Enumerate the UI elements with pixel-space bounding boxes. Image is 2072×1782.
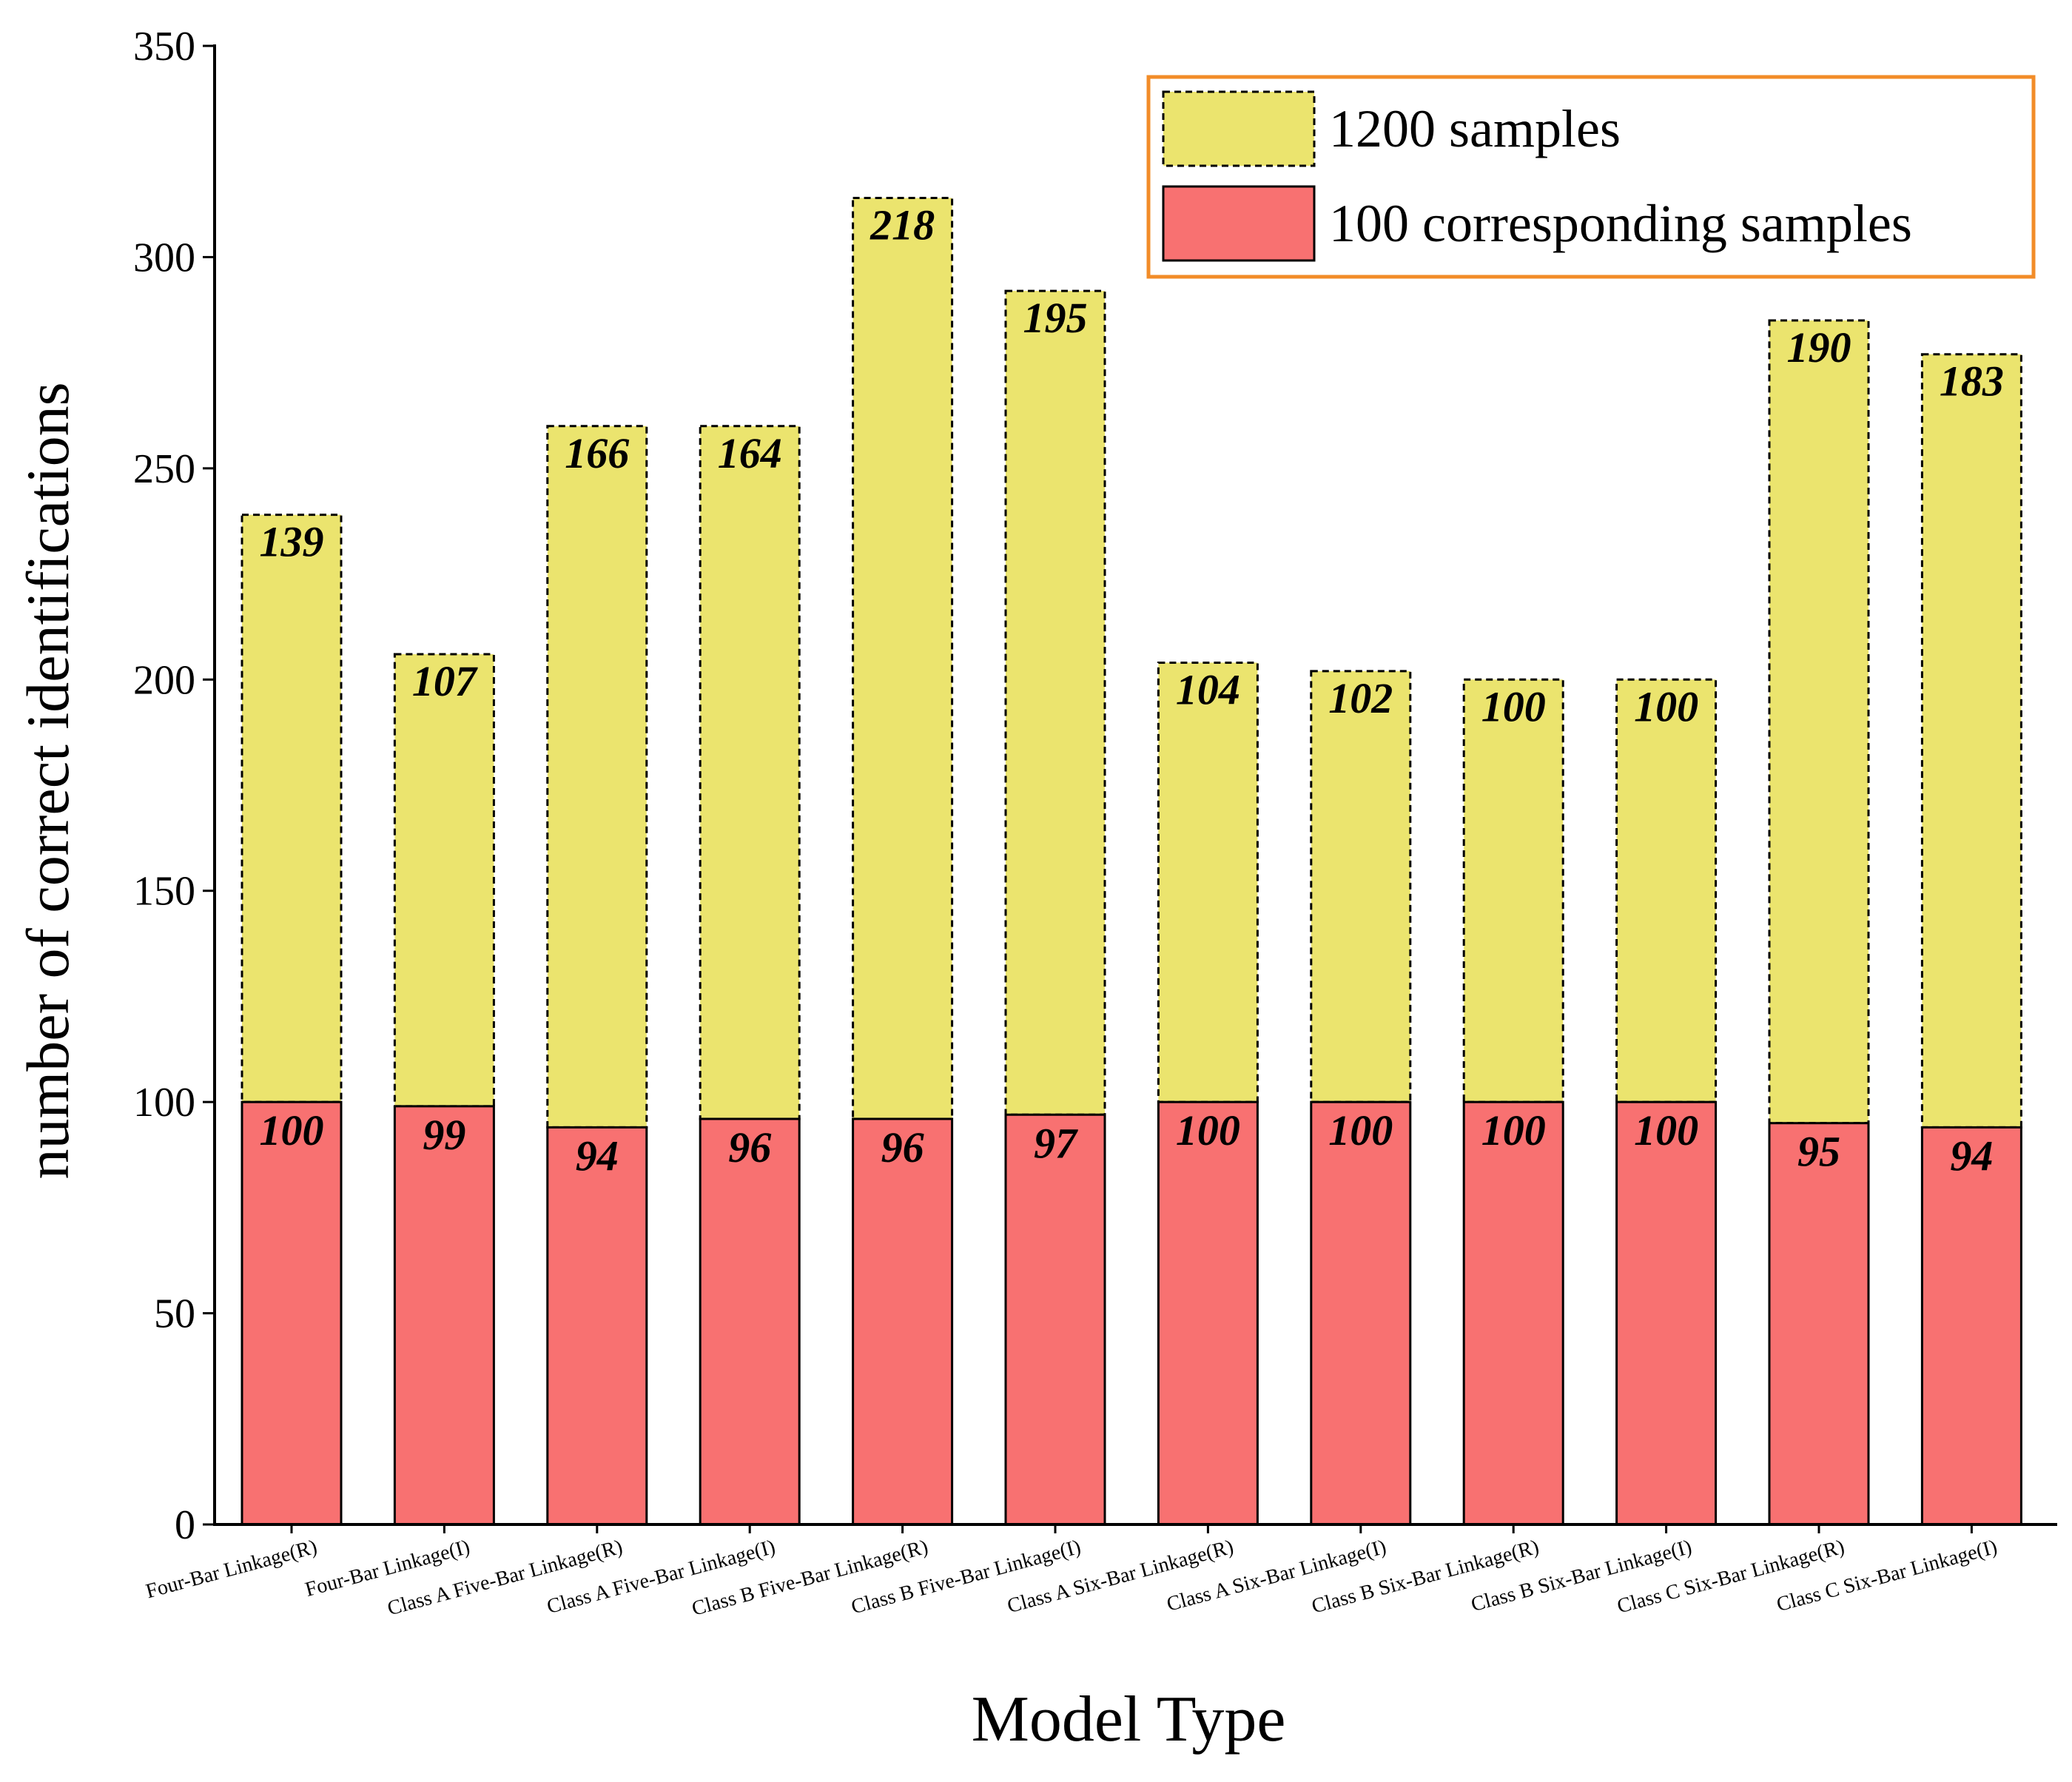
legend-swatch-1200-samples	[1162, 90, 1316, 167]
bar-100-corresponding-samples	[1462, 1100, 1564, 1526]
x-axis-title: Model Type	[972, 1684, 1286, 1755]
bar-1200-samples	[1157, 661, 1259, 1103]
bar-value-label-100: 100	[1328, 1106, 1393, 1154]
bar-100-corresponding-samples	[1768, 1122, 1870, 1526]
bar-value-label-100: 99	[423, 1111, 465, 1159]
bar-value-label-100: 100	[260, 1106, 324, 1154]
bar-value-label-100: 95	[1797, 1128, 1840, 1176]
bar-1200-samples	[1615, 678, 1718, 1103]
bar-1200-samples	[699, 425, 801, 1120]
bar-value-label-1200: 166	[565, 429, 629, 477]
axes-layer: 0 50 100 150 200 250 300 350	[133, 24, 2057, 1548]
bar-100-corresponding-samples	[1310, 1100, 1412, 1526]
y-tick-label: 200	[133, 657, 195, 703]
bars-layer	[240, 197, 2022, 1526]
bar-value-label-1200: 218	[870, 201, 935, 249]
bar-value-label-100: 100	[1634, 1106, 1698, 1154]
bar-100-corresponding-samples	[1157, 1100, 1259, 1526]
bar-value-label-1200: 104	[1176, 665, 1240, 713]
bar-1200-samples	[1462, 678, 1564, 1103]
bar-100-corresponding-samples	[852, 1117, 954, 1526]
bar-value-label-1200: 107	[412, 657, 478, 705]
bar-100-corresponding-samples	[1004, 1113, 1106, 1526]
bar-1200-samples	[546, 425, 648, 1129]
bar-value-label-100: 97	[1034, 1119, 1078, 1167]
legend-swatch-100-corresponding-samples	[1162, 185, 1316, 262]
bar-value-label-1200: 100	[1481, 682, 1546, 730]
bar-1200-samples	[1768, 319, 1870, 1125]
y-tick-label: 100	[133, 1080, 195, 1126]
bar-value-label-100: 100	[1481, 1106, 1546, 1154]
bar-100-corresponding-samples	[546, 1126, 648, 1526]
bar-100-corresponding-samples	[393, 1105, 495, 1526]
bar-100-corresponding-samples	[1615, 1100, 1718, 1526]
bar-100-corresponding-samples	[1920, 1126, 2022, 1526]
bar-100-corresponding-samples	[240, 1100, 343, 1526]
x-tick-label: Four-Bar Linkage(R)	[144, 1536, 320, 1604]
bar-value-label-1200: 102	[1328, 674, 1393, 722]
y-tick-label: 350	[133, 24, 195, 70]
bar-value-label-1200: 190	[1787, 323, 1851, 371]
bar-value-label-1200: 100	[1634, 682, 1698, 730]
y-axis-title: number of correct identifications	[14, 383, 81, 1180]
bar-1200-samples	[1004, 289, 1106, 1116]
bar-100-corresponding-samples	[699, 1117, 801, 1526]
legend-label: 1200 samples	[1329, 99, 1621, 158]
bar-1200-samples	[852, 197, 954, 1120]
bar-value-label-1200: 195	[1023, 294, 1088, 342]
bar-value-label-1200: 164	[718, 429, 782, 477]
legend-label: 100 corresponding samples	[1329, 194, 1912, 253]
bar-1200-samples	[240, 514, 343, 1103]
y-tick-label: 150	[133, 869, 195, 915]
bar-1200-samples	[393, 653, 495, 1108]
bar-value-label-1200: 139	[260, 518, 324, 566]
bar-value-label-1200: 183	[1940, 357, 2004, 406]
legend: 1200 samples 100 corresponding samples	[1146, 75, 2036, 279]
bar-value-label-100: 94	[576, 1132, 619, 1180]
bar-value-label-100: 96	[881, 1123, 924, 1171]
bar-1200-samples	[1920, 353, 2022, 1129]
bar-value-label-100: 100	[1176, 1106, 1240, 1154]
y-tick-label: 0	[175, 1502, 195, 1548]
bar-value-label-100: 96	[728, 1123, 771, 1171]
y-tick-label: 50	[154, 1291, 195, 1337]
y-tick-label: 300	[133, 235, 195, 280]
bar-value-label-100: 94	[1950, 1132, 1993, 1180]
y-tick-label: 250	[133, 446, 195, 492]
bar-1200-samples	[1310, 670, 1412, 1103]
